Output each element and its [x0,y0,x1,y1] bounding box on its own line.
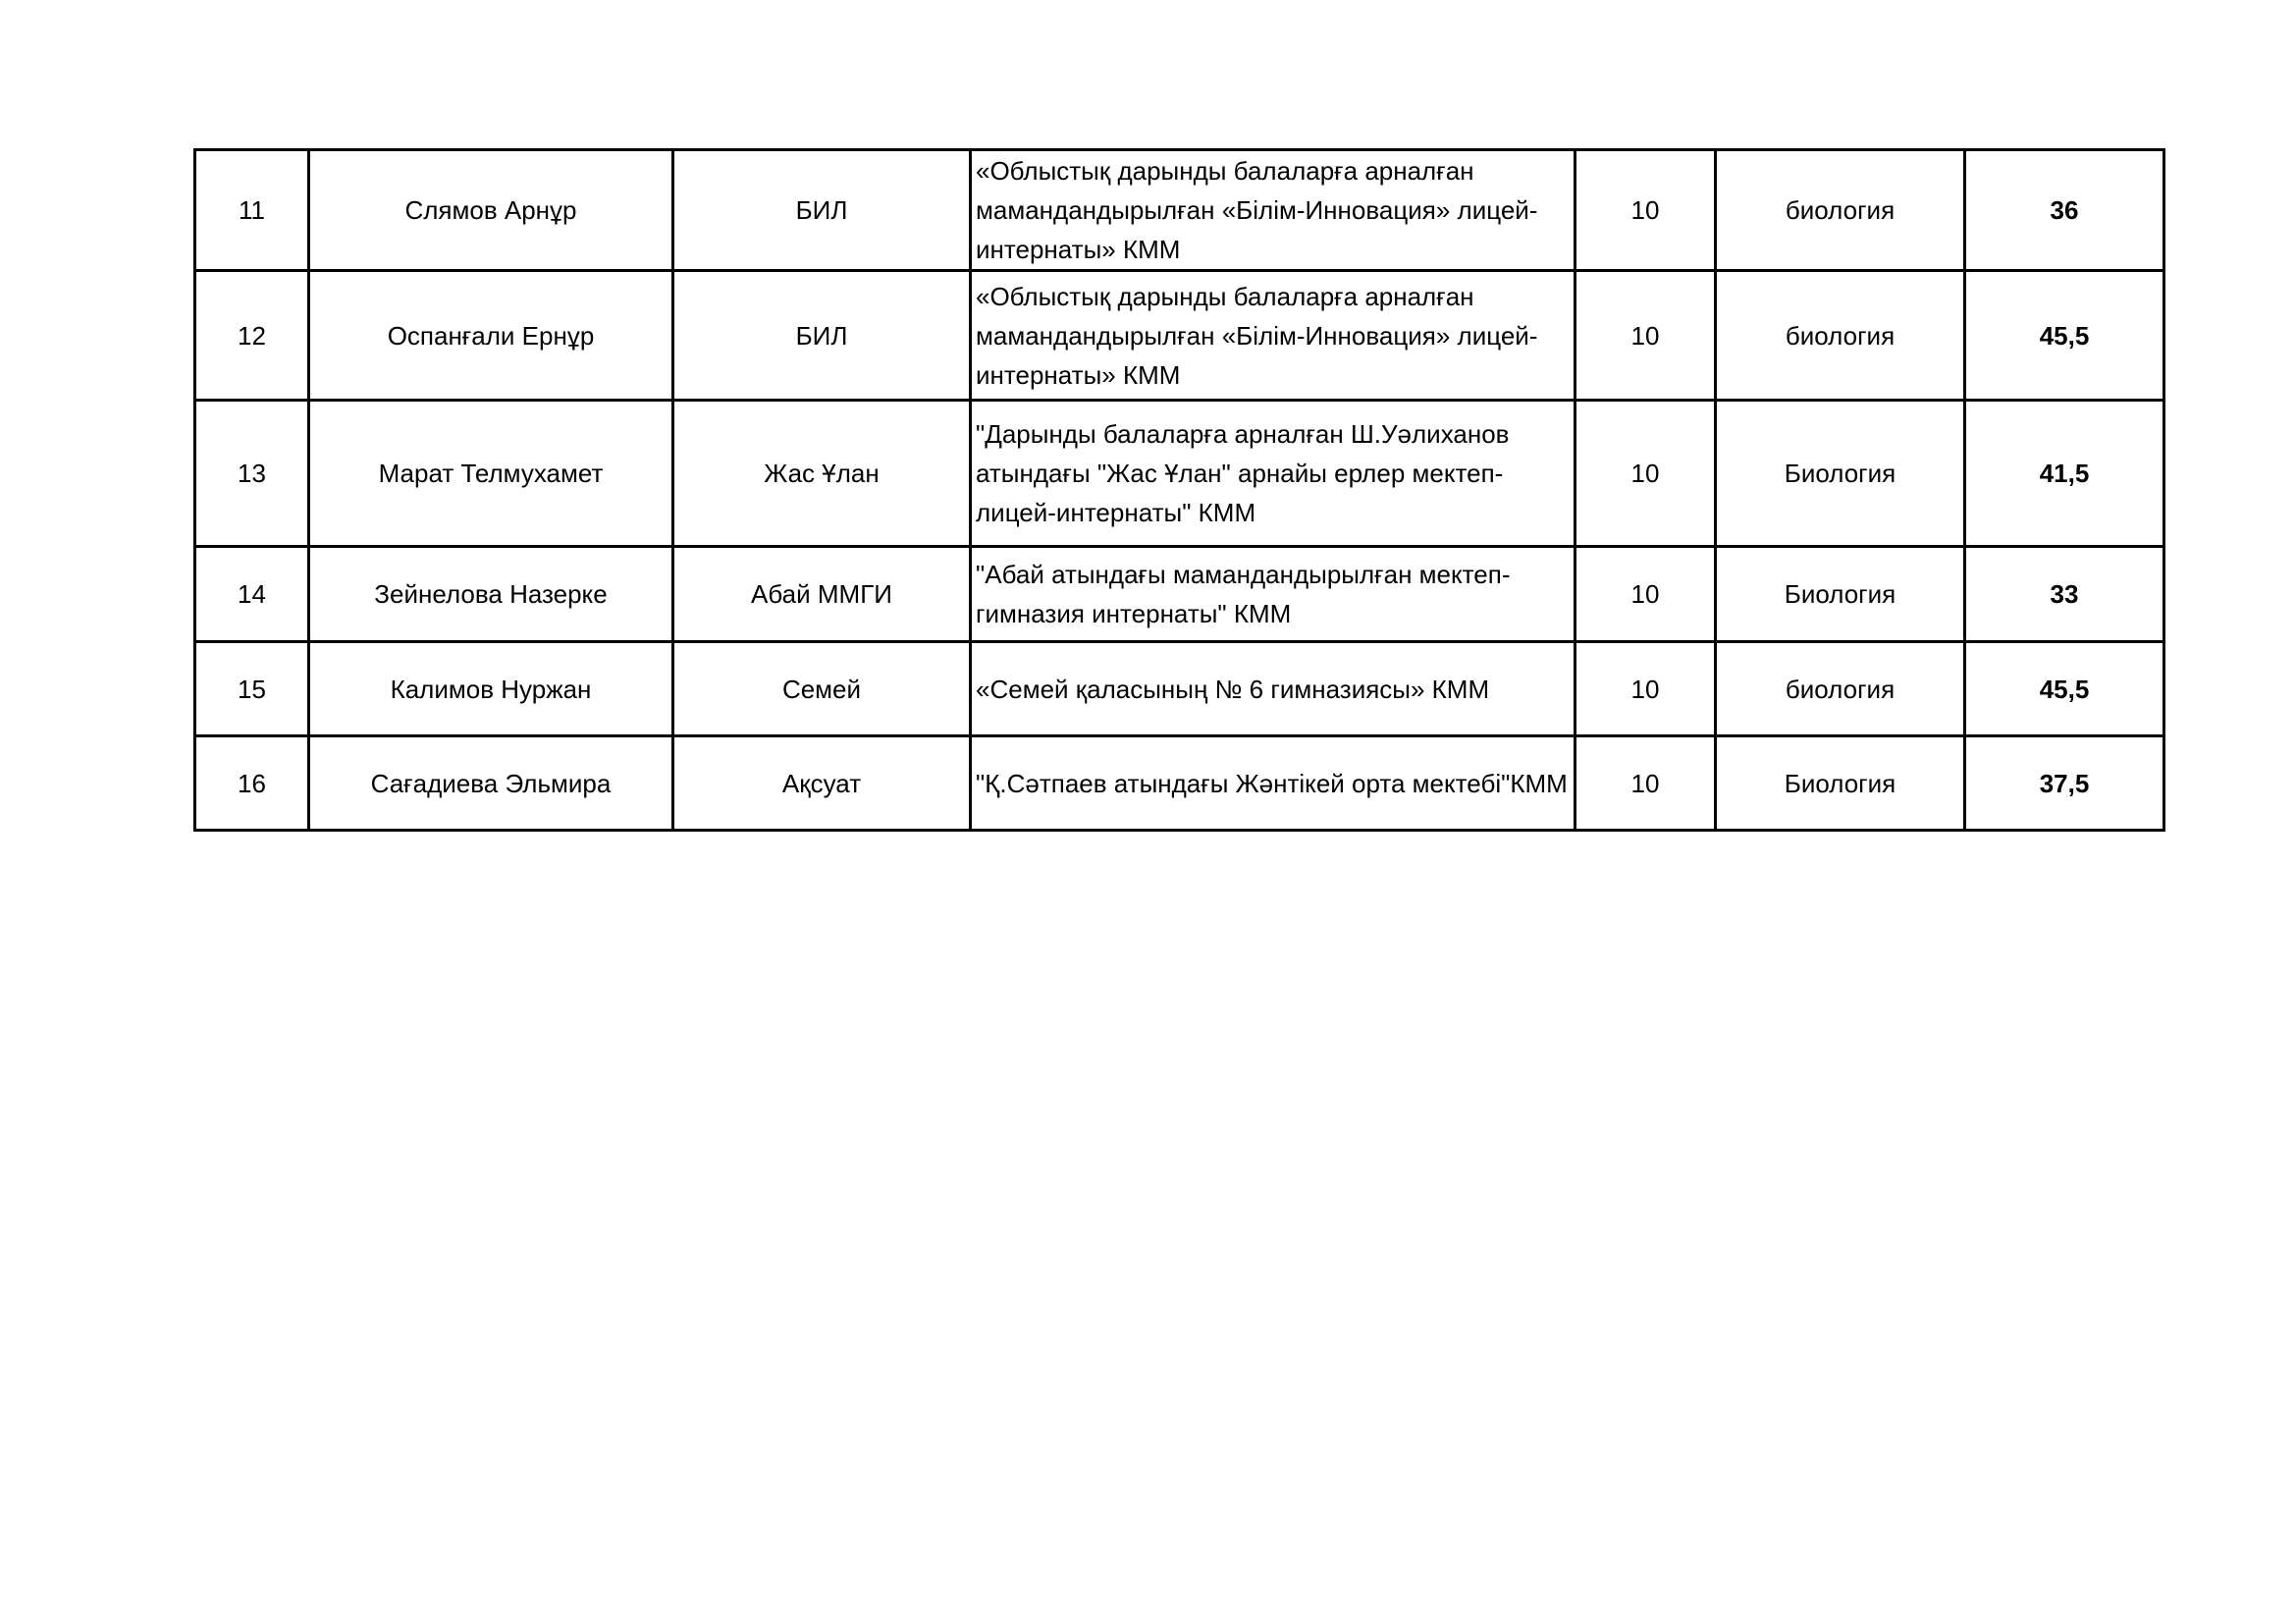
subject: биология [1714,640,1966,737]
results-table: 11 Слямов Арнұр БИЛ «Облыстық дарынды ба… [193,148,2165,832]
grade: 10 [1574,269,1717,402]
table-row: 13 Марат Телмухамет Жас Ұлан "Дарынды ба… [193,399,2165,548]
score: 41,5 [1963,399,2165,548]
student-name: Сағадиева Эльмира [307,734,674,832]
school-full-name: «Семей қаласының № 6 гимназиясы» КММ [969,640,1576,737]
school-full-name: "Абай атындағы мамандандырылған мектеп-г… [969,545,1576,643]
table-row: 15 Калимов Нуржан Семей «Семей қаласының… [193,640,2165,737]
school-full-name: "Дарынды балаларға арналған Ш.Уәлиханов … [969,399,1576,548]
school-short-name: Семей [671,640,972,737]
score: 33 [1963,545,2165,643]
score: 36 [1963,148,2165,272]
subject: биология [1714,148,1966,272]
subject: Биология [1714,734,1966,832]
student-name: Зейнелова Назерке [307,545,674,643]
row-number: 13 [193,399,310,548]
row-number: 11 [193,148,310,272]
grade: 10 [1574,640,1717,737]
table-row: 12 Оспанғали Ернұр БИЛ «Облыстық дарынды… [193,269,2165,402]
subject: Биология [1714,545,1966,643]
school-full-name: "Қ.Сәтпаев атындағы Жәнтікей орта мектеб… [969,734,1576,832]
school-full-name: «Облыстық дарынды балаларға арналған мам… [969,269,1576,402]
student-name: Марат Телмухамет [307,399,674,548]
school-short-name: БИЛ [671,269,972,402]
row-number: 15 [193,640,310,737]
subject: биология [1714,269,1966,402]
subject: Биология [1714,399,1966,548]
table-row: 14 Зейнелова Назерке Абай ММГИ "Абай аты… [193,545,2165,643]
school-short-name: Ақсуат [671,734,972,832]
school-short-name: Жас Ұлан [671,399,972,548]
grade: 10 [1574,399,1717,548]
school-full-name: «Облыстық дарынды балаларға арналған мам… [969,148,1576,272]
row-number: 16 [193,734,310,832]
row-number: 12 [193,269,310,402]
student-name: Калимов Нуржан [307,640,674,737]
score: 45,5 [1963,640,2165,737]
student-name: Оспанғали Ернұр [307,269,674,402]
table-row: 11 Слямов Арнұр БИЛ «Облыстық дарынды ба… [193,148,2165,272]
score: 37,5 [1963,734,2165,832]
grade: 10 [1574,545,1717,643]
grade: 10 [1574,148,1717,272]
school-short-name: БИЛ [671,148,972,272]
school-short-name: Абай ММГИ [671,545,972,643]
score: 45,5 [1963,269,2165,402]
student-name: Слямов Арнұр [307,148,674,272]
grade: 10 [1574,734,1717,832]
table-row: 16 Сағадиева Эльмира Ақсуат "Қ.Сәтпаев а… [193,734,2165,832]
row-number: 14 [193,545,310,643]
